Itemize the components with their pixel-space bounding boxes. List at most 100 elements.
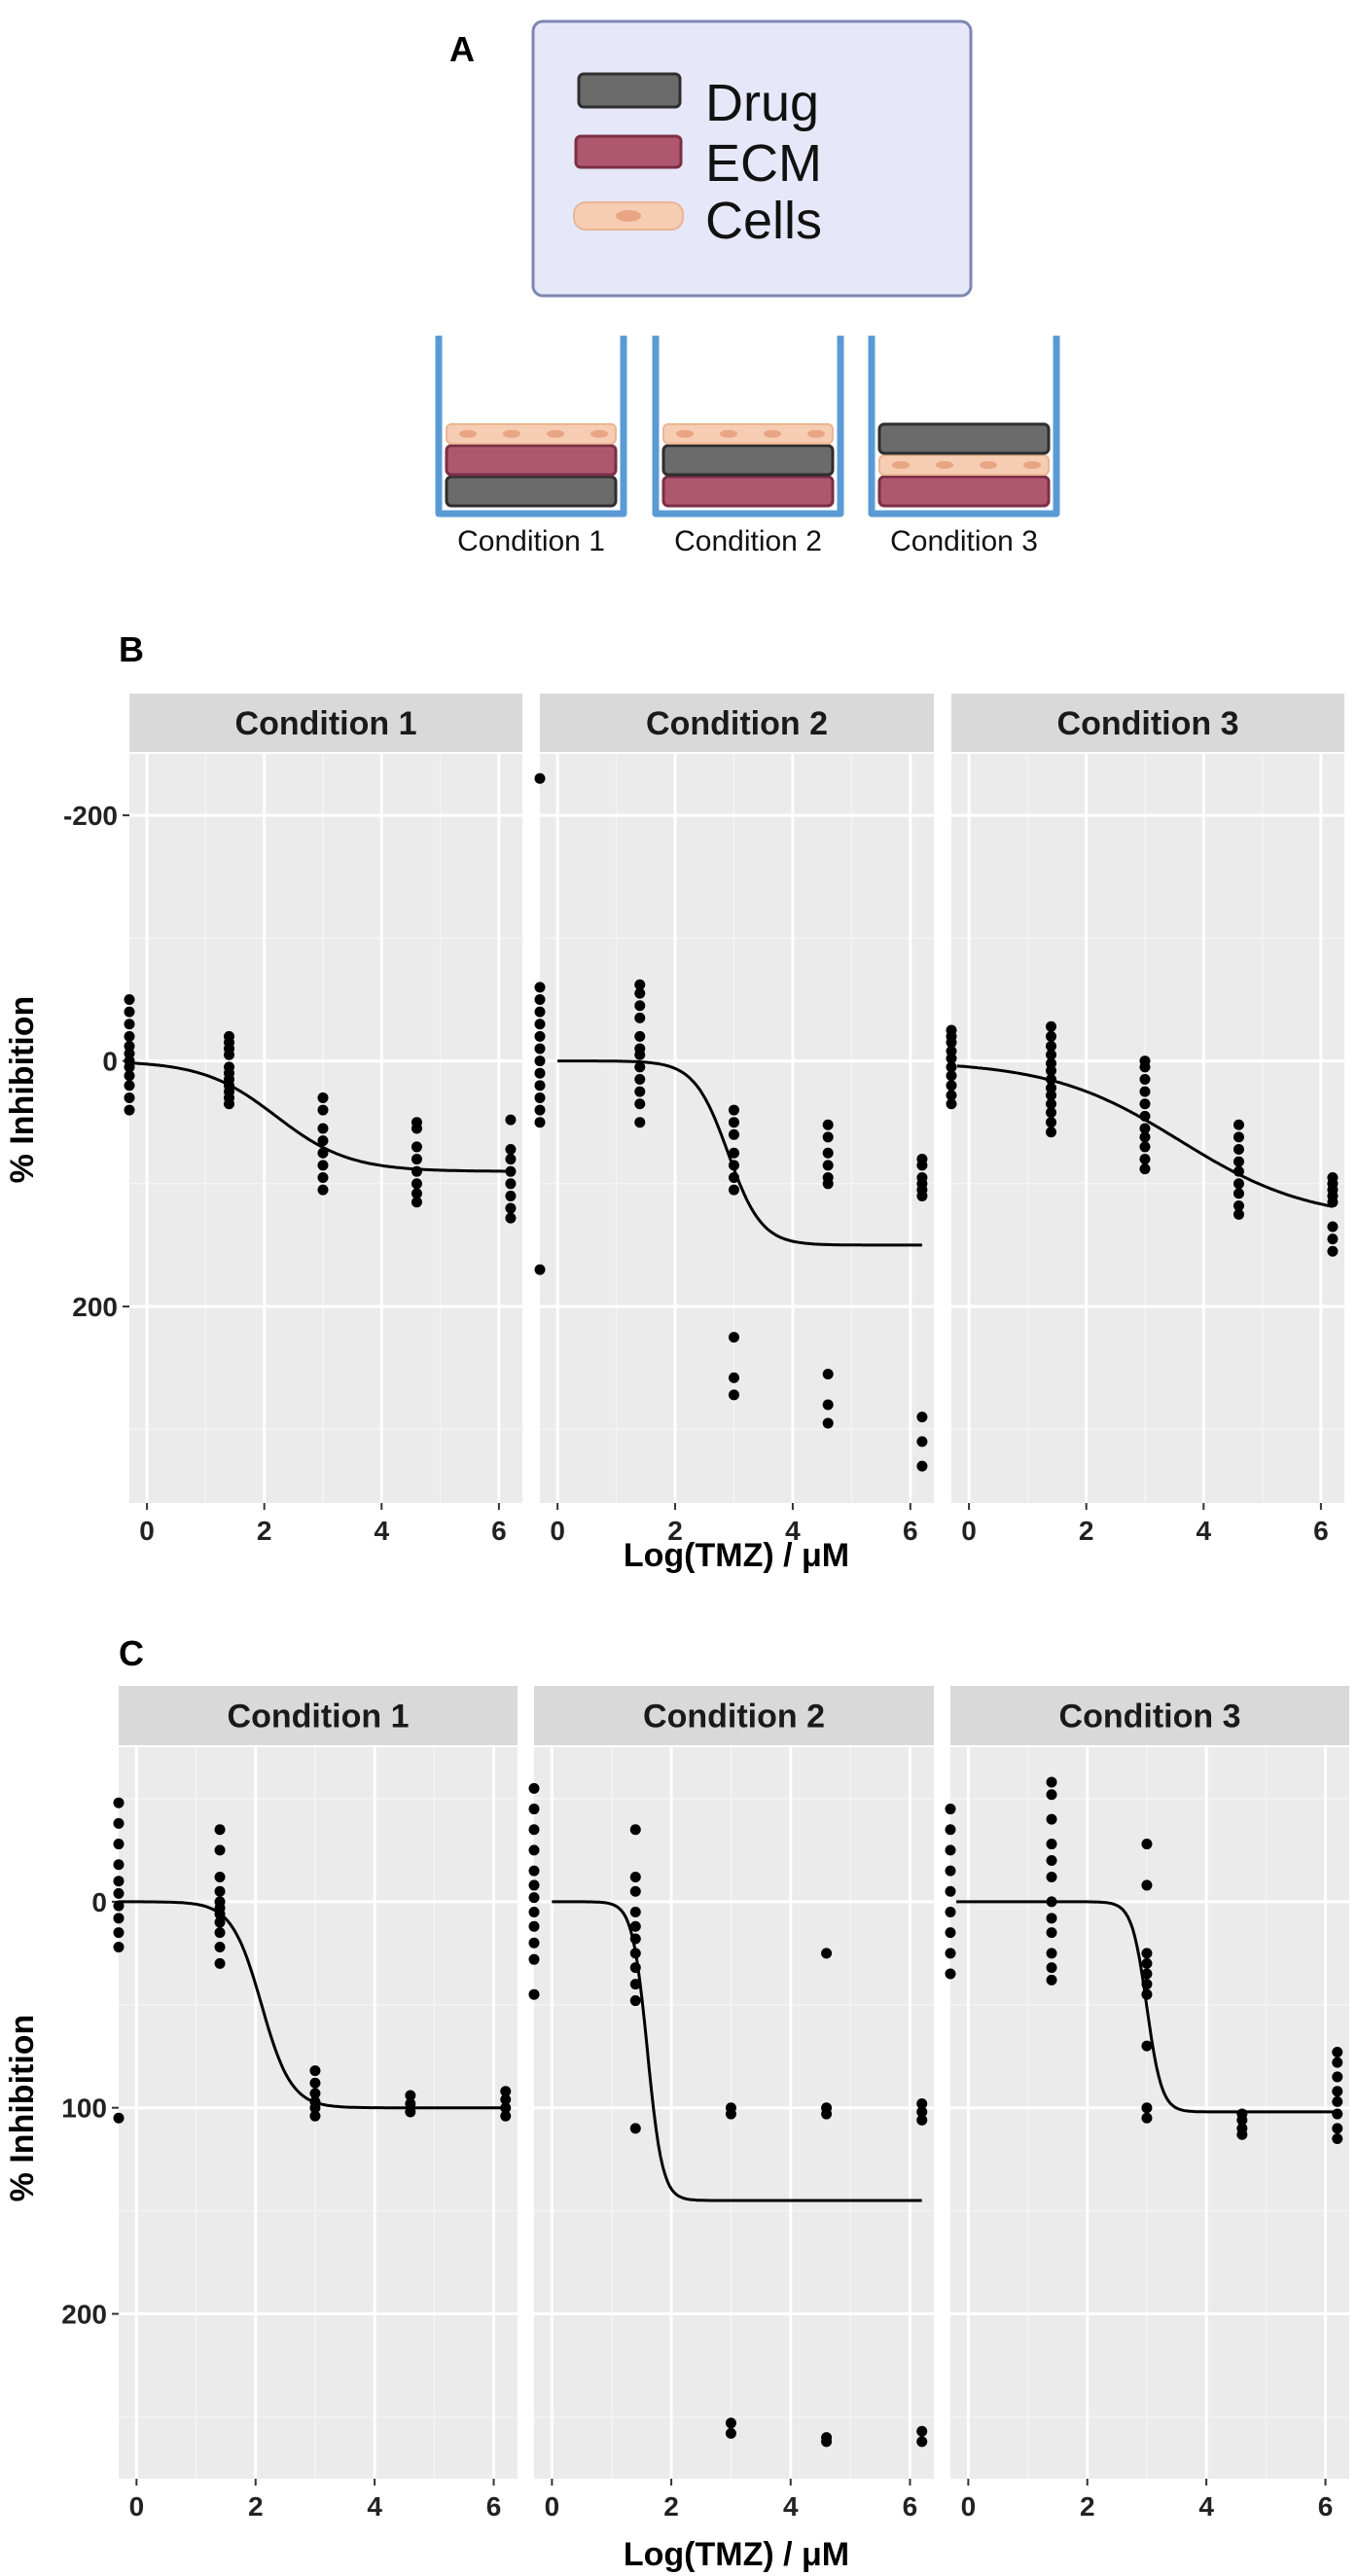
data-point bbox=[113, 1817, 125, 1829]
data-point bbox=[945, 1948, 956, 1959]
data-point bbox=[1332, 2132, 1343, 2144]
data-point bbox=[629, 1824, 641, 1836]
data-point bbox=[113, 1887, 125, 1899]
data-point bbox=[916, 2106, 928, 2118]
legend-swatch-ecm bbox=[574, 134, 683, 169]
data-point bbox=[1046, 1030, 1057, 1042]
y-tick-label: 200 bbox=[61, 2300, 107, 2330]
well-outline bbox=[435, 336, 627, 518]
data-point bbox=[1139, 1163, 1151, 1175]
facet-strip-label: Condition 2 bbox=[646, 705, 828, 742]
data-point bbox=[1046, 1074, 1057, 1086]
cell-nucleus-icon bbox=[807, 430, 825, 438]
data-point bbox=[505, 1178, 517, 1190]
legend-entry-cells: Cells bbox=[573, 192, 822, 250]
data-point bbox=[500, 2110, 512, 2122]
panel-c-letter: C bbox=[119, 1633, 144, 1673]
data-point bbox=[945, 1927, 956, 1939]
data-point bbox=[505, 1154, 517, 1165]
legend-label-cells: Cells bbox=[705, 192, 822, 250]
data-point bbox=[317, 1123, 329, 1134]
data-point bbox=[822, 1417, 834, 1429]
facet-strip bbox=[951, 694, 1344, 752]
data-point bbox=[629, 1948, 641, 1959]
data-point bbox=[728, 1171, 739, 1183]
cell-nucleus-icon bbox=[676, 430, 694, 438]
cell-nucleus-icon bbox=[547, 430, 564, 438]
data-point bbox=[1236, 2114, 1248, 2126]
data-point bbox=[214, 1909, 226, 1920]
data-point bbox=[113, 1913, 125, 1924]
data-point bbox=[214, 1844, 226, 1856]
data-point bbox=[629, 1933, 641, 1945]
legend-entry-drug: Drug bbox=[577, 72, 819, 132]
data-point bbox=[1046, 1117, 1057, 1128]
data-point bbox=[528, 1953, 540, 1965]
cell-nucleus-icon bbox=[764, 430, 781, 438]
facet-strip bbox=[950, 1686, 1349, 1745]
data-point bbox=[1046, 1913, 1057, 1924]
data-point bbox=[505, 1212, 517, 1224]
data-point bbox=[1046, 1776, 1057, 1788]
data-point bbox=[534, 1055, 546, 1067]
x-tick-label: 6 bbox=[1313, 1516, 1329, 1546]
data-point bbox=[1327, 1245, 1339, 1257]
data-point bbox=[629, 1979, 641, 1990]
x-tick-label: 2 bbox=[1079, 1516, 1094, 1546]
x-tick-label: 2 bbox=[248, 2491, 264, 2522]
data-point bbox=[309, 2065, 321, 2077]
data-point bbox=[629, 1920, 641, 1932]
data-point bbox=[822, 1178, 834, 1190]
data-point bbox=[317, 1135, 329, 1147]
data-point bbox=[916, 2436, 928, 2448]
fit-curve bbox=[956, 1900, 1338, 2114]
y-tick-label: 0 bbox=[102, 1047, 118, 1077]
data-point bbox=[411, 1188, 422, 1199]
facet-strip-label: Condition 3 bbox=[1059, 1699, 1241, 1735]
data-point bbox=[945, 1844, 956, 1856]
data-point bbox=[317, 1184, 329, 1196]
data-point bbox=[946, 1053, 957, 1064]
well-condition-3: Condition 3 bbox=[868, 336, 1060, 557]
well-condition-2: Condition 2 bbox=[652, 336, 844, 557]
data-point bbox=[1141, 2102, 1153, 2114]
data-point bbox=[629, 1871, 641, 1882]
panel-c: C % Inhibition Log(TMZ) / μM Condition 1… bbox=[4, 1633, 1349, 2573]
data-point bbox=[822, 1160, 834, 1171]
data-point bbox=[946, 1098, 957, 1110]
data-point bbox=[629, 1995, 641, 2007]
data-point bbox=[1233, 1178, 1244, 1190]
data-point bbox=[1139, 1154, 1151, 1165]
data-point bbox=[629, 1906, 641, 1917]
data-point bbox=[634, 1086, 646, 1097]
data-point bbox=[1327, 1221, 1339, 1233]
facet-strip bbox=[540, 694, 934, 752]
data-point bbox=[1233, 1156, 1244, 1167]
data-point bbox=[1332, 2057, 1343, 2068]
legend-label-drug: Drug bbox=[705, 74, 819, 132]
data-point bbox=[634, 1030, 646, 1042]
data-point bbox=[1046, 1090, 1057, 1101]
data-point bbox=[821, 2436, 833, 2448]
data-point bbox=[1141, 1879, 1153, 1891]
data-point bbox=[916, 1460, 928, 1472]
facet-1: Condition 1 0 2 4 6 0 100 200 bbox=[61, 1686, 518, 2522]
data-point bbox=[113, 1876, 125, 1887]
well-outline bbox=[652, 336, 844, 518]
data-point bbox=[124, 993, 135, 1005]
data-point bbox=[916, 1436, 928, 1448]
data-point bbox=[113, 2112, 125, 2124]
data-point bbox=[1141, 1948, 1153, 1959]
data-point bbox=[1332, 2047, 1343, 2058]
data-point bbox=[309, 2088, 321, 2099]
fit-curve bbox=[128, 1061, 511, 1173]
data-point bbox=[528, 1988, 540, 2000]
cell-nucleus-icon bbox=[892, 461, 910, 469]
data-point bbox=[214, 1927, 226, 1939]
data-point bbox=[534, 1067, 546, 1079]
data-point bbox=[534, 1264, 546, 1275]
data-point bbox=[124, 1061, 135, 1073]
data-point bbox=[1046, 1896, 1057, 1908]
x-tick-label: 6 bbox=[1318, 2491, 1334, 2522]
